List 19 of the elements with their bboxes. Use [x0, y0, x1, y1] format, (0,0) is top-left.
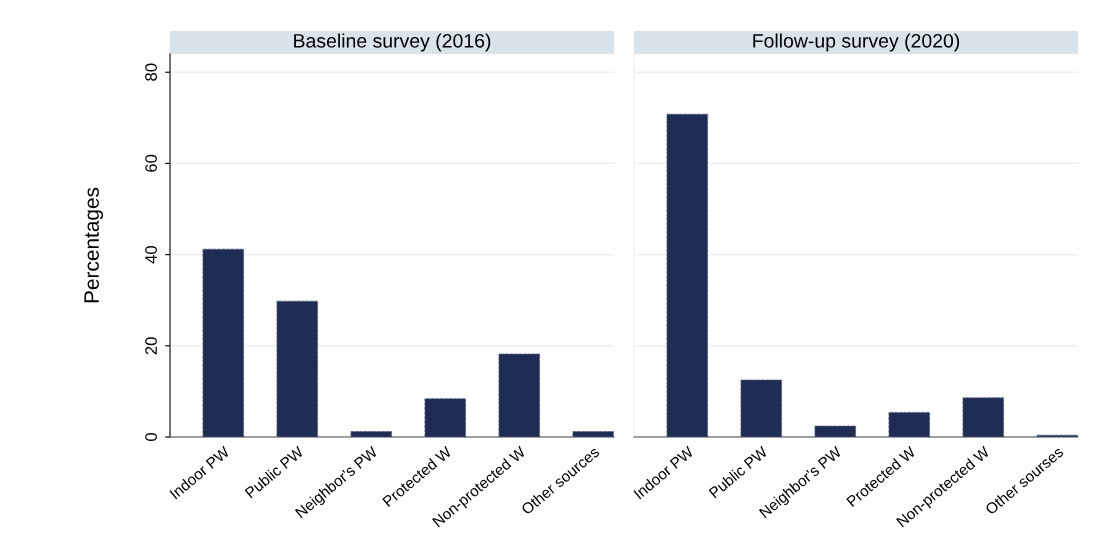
bar	[572, 431, 614, 437]
bar	[740, 379, 783, 437]
bar	[666, 113, 709, 437]
y-tick-label: 60	[145, 154, 157, 172]
bar	[350, 431, 393, 437]
chart-title: Baseline survey (2016)	[294, 33, 491, 52]
bar	[888, 411, 931, 437]
y-tick-label: 40	[145, 246, 157, 264]
bar	[276, 300, 319, 437]
bar	[962, 397, 1005, 437]
y-tick-label: 80	[145, 63, 157, 81]
bar	[814, 425, 857, 437]
y-axis-title: Percentages	[84, 187, 104, 303]
y-tick-label: 0	[145, 433, 157, 441]
bar	[424, 398, 467, 437]
bar	[498, 353, 541, 437]
bar	[202, 248, 245, 437]
chart-title: Follow-up survey (2020)	[753, 33, 960, 52]
y-tick-label: 20	[145, 337, 157, 355]
